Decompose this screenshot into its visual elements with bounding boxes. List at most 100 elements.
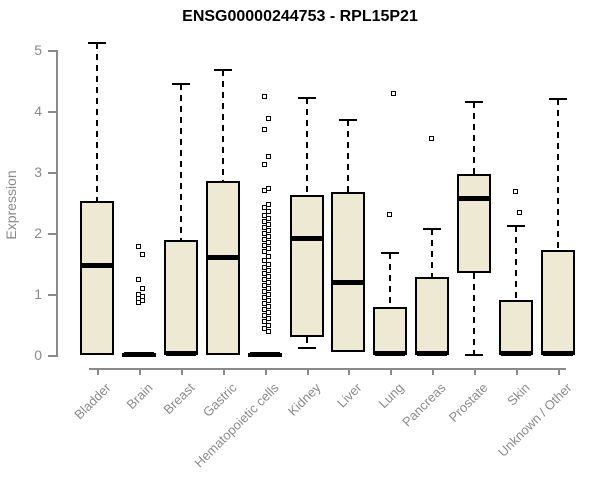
y-axis-tick <box>48 233 56 235</box>
outlier-point <box>265 246 271 252</box>
median-line <box>207 255 238 261</box>
median-line <box>333 279 364 285</box>
x-tick-label: Lung <box>375 380 407 412</box>
y-tick-label: 3 <box>34 164 42 180</box>
x-axis-tick <box>138 368 141 375</box>
outlier-point <box>261 307 267 313</box>
outlier-point <box>139 252 145 258</box>
upper-whisker-cap <box>213 69 232 72</box>
outlier-point <box>261 188 267 194</box>
outlier-point <box>135 244 141 250</box>
upper-whisker-cap <box>171 82 190 85</box>
x-axis-tick <box>348 368 351 375</box>
y-axis-tick <box>48 111 56 113</box>
outlier-point <box>265 292 271 297</box>
outlier-point <box>265 310 271 316</box>
x-axis-tick <box>557 368 560 375</box>
outlier-point <box>265 201 271 207</box>
outlier-point <box>265 273 271 279</box>
outlier-point <box>261 127 267 133</box>
median-line <box>375 351 406 357</box>
y-axis-tick <box>48 355 56 357</box>
outlier-point <box>265 267 271 273</box>
upper-whisker-cap <box>88 41 106 44</box>
upper-whisker <box>305 97 308 195</box>
outlier-point <box>261 231 267 236</box>
outlier-point <box>517 209 523 215</box>
median-line <box>165 351 196 357</box>
outlier-point <box>265 209 271 215</box>
y-tick-label: 4 <box>34 103 42 119</box>
y-tick-label: 1 <box>34 286 42 302</box>
median-line <box>291 235 322 241</box>
upper-whisker <box>179 83 182 241</box>
outlier-point <box>261 295 267 301</box>
box <box>331 192 366 352</box>
outlier-point <box>261 258 267 264</box>
outlier-point <box>261 224 267 230</box>
lower-whisker <box>305 336 308 348</box>
outlier-point <box>261 276 267 282</box>
y-tick-label: 2 <box>34 225 42 241</box>
outlier-point <box>265 116 271 122</box>
outlier-point <box>265 261 271 267</box>
chart-title: ENSG00000244753 - RPL15P21 <box>182 8 418 25</box>
box <box>457 173 492 273</box>
outlier-point <box>265 215 271 221</box>
x-axis-tick <box>432 368 435 375</box>
x-tick-label: Prostate <box>445 380 491 425</box>
outlier-point <box>261 93 267 99</box>
outlier-point <box>387 212 393 218</box>
box <box>373 307 408 355</box>
upper-whisker-cap <box>381 252 400 255</box>
outlier-point <box>261 270 267 276</box>
x-tick-label: Brain <box>123 380 156 413</box>
outlier-point <box>261 205 267 211</box>
box <box>80 201 114 355</box>
upper-whisker-cap <box>507 224 526 227</box>
box <box>289 194 324 337</box>
outlier-point <box>139 285 145 291</box>
outlier-point <box>261 288 267 294</box>
outlier-point <box>265 322 271 328</box>
median-line <box>501 351 532 357</box>
median-line <box>249 351 280 357</box>
x-tick-label: Kidney <box>284 380 324 419</box>
box <box>205 181 240 355</box>
outlier-point <box>261 282 267 288</box>
median-line <box>417 351 448 357</box>
y-axis-tick <box>48 50 56 52</box>
median-line <box>459 196 490 202</box>
outlier-point <box>261 264 267 270</box>
y-tick-label: 5 <box>34 42 42 58</box>
upper-whisker <box>96 42 98 202</box>
outlier-point <box>429 135 435 141</box>
upper-whisker <box>347 120 350 193</box>
box <box>163 240 198 355</box>
outlier-point <box>265 221 271 227</box>
upper-whisker <box>389 253 392 308</box>
outlier-point <box>261 325 267 331</box>
outlier-point <box>265 298 271 304</box>
outlier-point <box>513 188 519 194</box>
outlier-point <box>261 237 267 243</box>
outlier-point <box>135 276 141 282</box>
x-tick-label: Skin <box>504 380 533 409</box>
outlier-point <box>261 313 267 319</box>
x-axis-tick <box>390 368 393 375</box>
lower-whisker-cap <box>465 354 484 356</box>
y-axis-tick <box>48 294 56 296</box>
outlier-point <box>265 240 271 246</box>
median-line <box>542 351 573 357</box>
x-tick-label: Breast <box>160 380 198 418</box>
upper-whisker <box>221 70 224 182</box>
x-tick-label: Bladder <box>71 380 114 423</box>
x-tick-label: Gastric <box>199 380 240 420</box>
outlier-point <box>261 218 267 224</box>
outlier-point <box>261 249 267 255</box>
outlier-point <box>265 316 271 322</box>
outlier-point <box>265 227 271 233</box>
outlier-point <box>265 279 271 285</box>
outlier-point <box>265 234 271 240</box>
